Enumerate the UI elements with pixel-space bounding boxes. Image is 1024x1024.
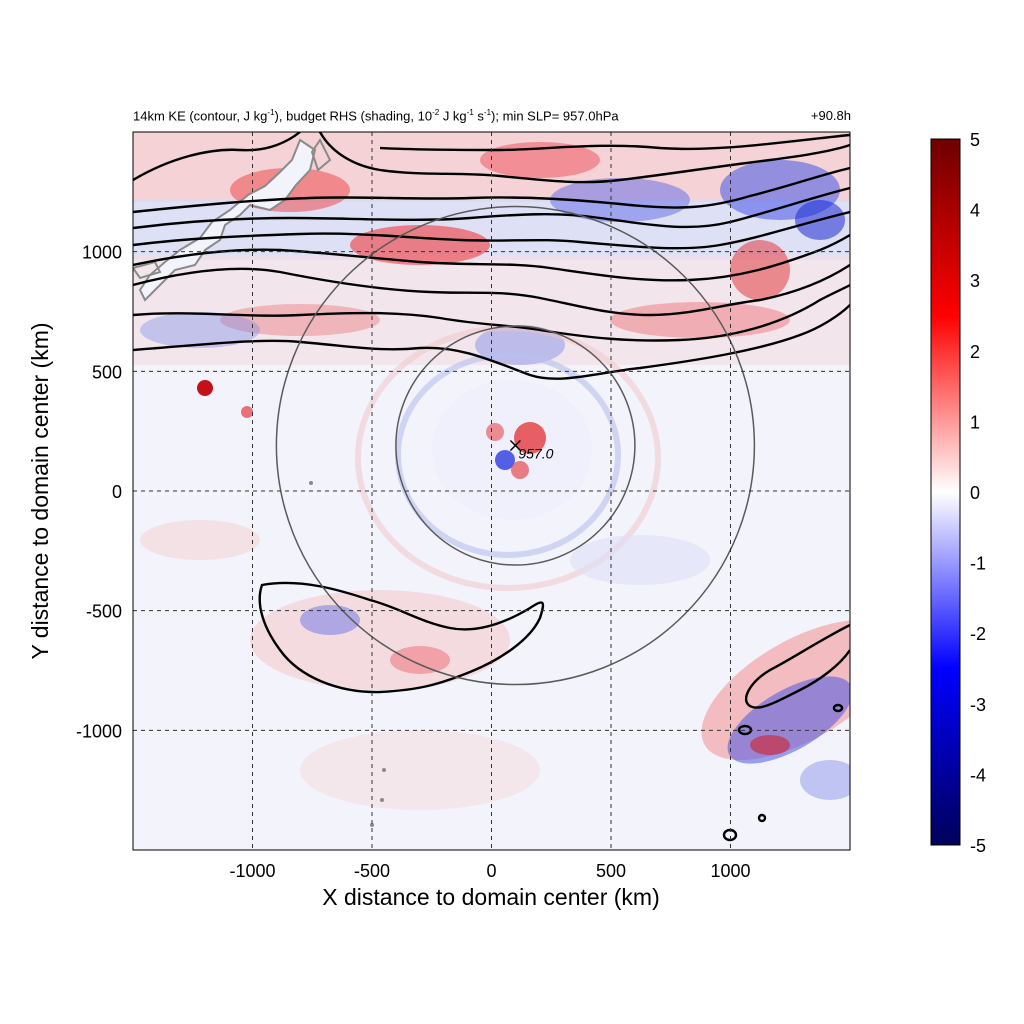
colorbar-tick-label: 5 <box>970 130 980 150</box>
y-tick-labels: 1000 500 0 -500 -1000 <box>76 243 122 742</box>
y-tick-label: 0 <box>112 482 122 502</box>
x-tick-label: 1000 <box>710 861 750 881</box>
x-axis-label: X distance to domain center (km) <box>322 884 659 910</box>
colorbar-tick-label: 1 <box>970 412 980 432</box>
y-tick-label: 1000 <box>82 243 122 263</box>
ke-contours <box>133 132 850 842</box>
x-tick-label: 500 <box>596 861 626 881</box>
x-tick-label: 0 <box>486 861 496 881</box>
colorbar-tick-label: -3 <box>970 695 986 715</box>
y-axis-label: Y distance to domain center (km) <box>27 322 53 659</box>
colorbar-tick-label: 2 <box>970 342 980 362</box>
colorbar-tick-label: -1 <box>970 554 986 574</box>
min-slp-label: 957.0 <box>518 446 553 462</box>
x-tick-label: -500 <box>354 861 390 881</box>
colorbar-tick-label: 0 <box>970 483 980 503</box>
forecast-time-label: +90.8h <box>810 108 851 123</box>
y-tick-label: -500 <box>86 602 122 622</box>
colorbar <box>930 138 961 846</box>
colorbar-tick-label: 3 <box>970 271 980 291</box>
y-tick-label: -1000 <box>76 721 122 741</box>
colorbar-tick-label: 4 <box>970 201 980 221</box>
storm-center-marker <box>509 439 521 452</box>
colorbar-tick-label: -5 <box>970 836 986 856</box>
plot-title: 14km KE (contour, J kg-1), budget RHS (s… <box>133 108 619 124</box>
plot-frame <box>132 131 851 851</box>
colorbar-tick-label: -2 <box>970 624 986 644</box>
range-ring-500km <box>395 325 636 566</box>
colorbar-tick-label: -4 <box>970 765 986 785</box>
x-tick-labels: -1000 -500 0 500 1000 <box>229 861 750 881</box>
range-ring-1000km <box>275 205 756 686</box>
colorbar-tick-labels: 5 4 3 2 1 0 -1 -2 -3 -4 -5 <box>970 130 986 856</box>
x-tick-label: -1000 <box>229 861 275 881</box>
y-tick-label: 500 <box>92 362 122 382</box>
